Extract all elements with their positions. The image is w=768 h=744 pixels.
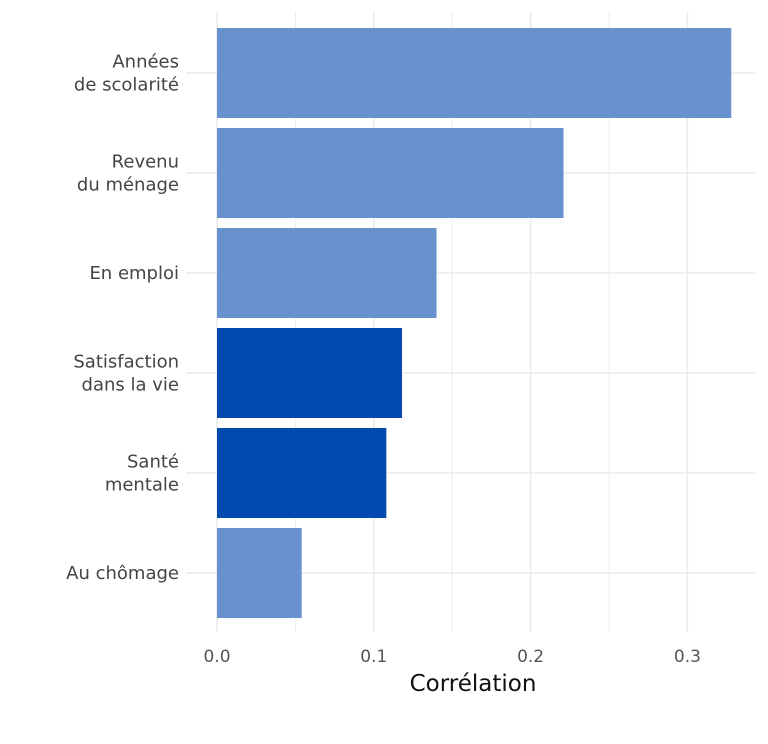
x-tick-label: 0.1 — [360, 647, 387, 667]
category-label: Satisfaction — [73, 352, 179, 373]
x-axis-title: Corrélation — [410, 671, 537, 697]
category-label: mentale — [105, 475, 179, 496]
bar — [217, 228, 437, 318]
category-label: Au chômage — [66, 563, 179, 584]
x-tick-label: 0.2 — [517, 647, 544, 667]
category-label: Revenu — [112, 152, 179, 173]
bar — [217, 528, 302, 618]
bar — [217, 128, 564, 218]
bars — [217, 28, 732, 618]
category-label: Santé — [127, 452, 179, 473]
category-label: Années — [112, 52, 179, 73]
category-label: du ménage — [77, 175, 179, 196]
x-tick-labels: 0.0 0.1 0.2 0.3 — [203, 647, 700, 667]
category-label: En emploi — [89, 263, 179, 284]
bar — [217, 28, 732, 118]
x-tick-label: 0.0 — [203, 647, 230, 667]
bar — [217, 328, 403, 418]
category-label: de scolarité — [74, 75, 179, 96]
category-ticks — [186, 72, 192, 574]
bar — [217, 428, 387, 518]
x-tick-label: 0.3 — [674, 647, 701, 667]
category-label: dans la vie — [82, 375, 179, 396]
